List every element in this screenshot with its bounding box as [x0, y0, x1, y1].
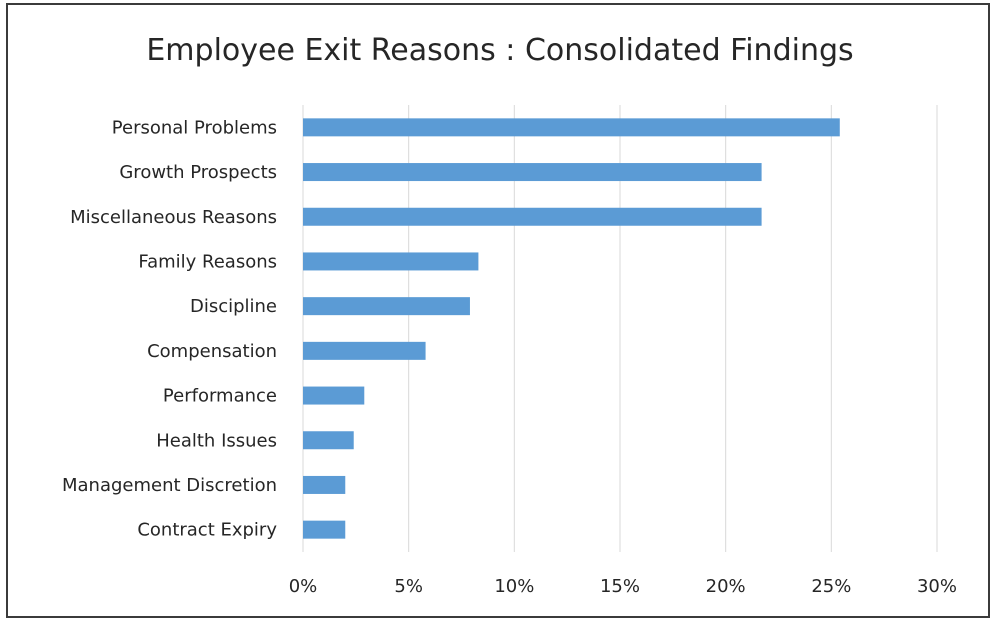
x-tick-label: 10%: [494, 576, 534, 597]
x-tick-label: 30%: [917, 576, 957, 597]
x-axis-tick-labels: 0% 5% 10% 15% 20% 25% 30%: [289, 576, 957, 597]
bar: [303, 207, 762, 226]
category-label: Miscellaneous Reasons: [70, 207, 277, 228]
x-tick-label: 25%: [811, 576, 851, 597]
category-label: Health Issues: [156, 430, 277, 451]
category-label: Contract Expiry: [137, 520, 277, 541]
category-label: Compensation: [147, 341, 277, 362]
bar: [303, 386, 365, 405]
x-tick-label: 20%: [706, 576, 746, 597]
category-label: Management Discretion: [62, 475, 277, 496]
category-label: Discipline: [190, 296, 277, 317]
bar: [303, 341, 426, 360]
x-tick-label: 5%: [394, 576, 423, 597]
bar: [303, 431, 354, 450]
category-label: Performance: [163, 386, 277, 407]
bar: [303, 520, 346, 539]
category-label: Growth Prospects: [119, 162, 277, 183]
bar: [303, 118, 840, 137]
bar: [303, 252, 479, 271]
bar: [303, 163, 762, 182]
x-tick-label: 0%: [289, 576, 318, 597]
x-tick-label: 15%: [600, 576, 640, 597]
category-labels: Personal Problems Growth Prospects Miscell…: [62, 117, 277, 540]
chart-frame: [6, 3, 990, 618]
bar: [303, 475, 346, 494]
bars: [303, 118, 840, 539]
category-label: Personal Problems: [112, 117, 277, 138]
category-label: Family Reasons: [138, 251, 277, 272]
chart-title: Employee Exit Reasons : Consolidated Fin…: [146, 33, 853, 68]
bar: [303, 297, 470, 316]
